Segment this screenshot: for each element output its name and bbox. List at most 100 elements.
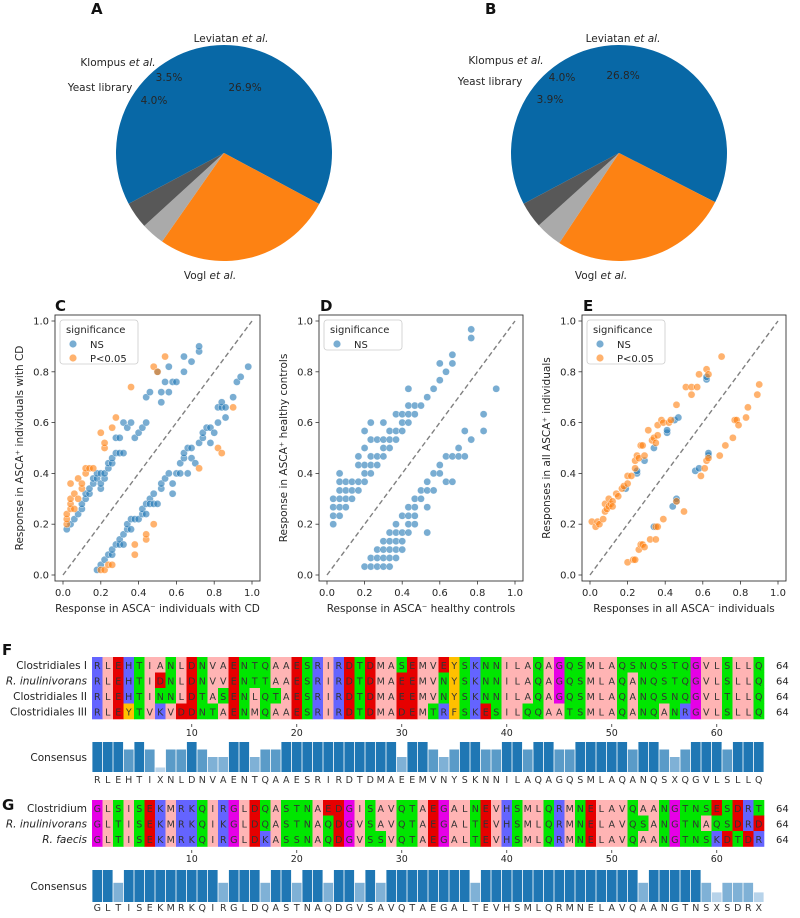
conservation-bar [123,749,134,772]
residue-cell [333,815,345,832]
residue-letter: E [483,820,489,831]
residue-letter: N [304,820,311,831]
residue-cell [554,800,565,816]
residue-cell [564,688,576,704]
consensus-residue: S [136,903,142,914]
residue-cell [249,672,261,689]
data-point-significant [142,530,150,539]
residue-cell [333,672,345,689]
residue-letter: T [261,677,268,688]
pie-slice [162,153,320,261]
residue-letter: Q [619,708,626,719]
residue-cell [375,657,387,673]
data-point-significant [149,362,158,371]
y-axis-label: Response in ASCA⁺ individuals with CD [14,346,26,551]
conservation-bar [344,870,355,902]
residue-cell [375,688,387,704]
plot-frame [581,314,787,582]
residue-cell [701,672,712,689]
residue-cell [533,703,544,720]
residue-cell [270,688,282,704]
residue-cell [239,672,250,689]
residue-letter: T [681,820,688,831]
consensus-residue: S [283,903,289,914]
y-axis-label: Responses in all ASCA⁺ individuals [541,357,553,538]
residue-cell [617,831,628,847]
residue-cell [312,688,324,704]
residue-letter: A [651,820,658,831]
residue-letter: I [148,692,151,703]
consensus-label: Consensus [30,752,87,764]
conservation-bar [701,882,712,902]
residue-letter: S [577,708,583,719]
x-tick-label: 0.4 [394,588,410,599]
residue-letter: T [681,835,688,846]
residue-letter: T [471,835,478,846]
data-point-ns [410,410,419,419]
residue-letter: M [566,820,574,831]
residue-cell [417,657,429,673]
residue-letter: A [630,708,637,719]
residue-letter: V [493,820,500,831]
scatter-chart-d: 0.0 0.2 0.4 0.6 0.8 1.0 0.0 0.2 0.4 0.6 0.8 1.0 Resp… [278,314,524,615]
x-tick-label: 0.4 [131,588,147,599]
residue-cell [722,800,733,816]
residue-letter: N [661,835,668,846]
residue-cell [291,672,303,689]
slice-label: Vogl et al. [575,270,627,282]
residue-cell [375,800,387,816]
consensus-residue: E [483,903,489,914]
residue-cell [365,657,376,673]
residue-letter: V [220,677,227,688]
residue-cell [428,800,439,816]
residue-cell [554,672,565,689]
residue-cell [365,815,376,832]
residue-letter: Q [629,820,636,831]
residue-letter: A [388,677,395,688]
residue-letter: V [430,692,437,703]
data-point-significant [697,472,705,480]
conservation-bar [312,742,323,772]
residue-cell [617,800,628,816]
data-point-ns [221,403,230,412]
residue-cell [207,800,219,816]
residue-cell [743,657,754,673]
conservation-bar [92,742,103,772]
conservation-bar [249,757,260,772]
residue-letter: Y [450,677,457,688]
pie-slice [116,44,333,204]
consensus-residue: N [482,775,489,786]
conservation-bar [354,742,365,772]
conservation-bar [291,742,302,772]
residue-cell [606,703,618,720]
residue-cell [659,688,670,704]
consensus-residue: A [609,775,616,786]
residue-cell [732,831,744,847]
residue-letter: Q [325,835,332,846]
consensus-residue: V [430,775,437,786]
residue-letter: R [220,835,227,846]
residue-letter: Q [619,677,626,688]
residue-letter: H [125,661,132,672]
residue-letter: R [335,661,342,672]
consensus-residue: N [241,775,248,786]
residue-cell [449,703,460,720]
conservation-bar [344,742,355,772]
residue-letter: A [273,708,280,719]
residue-cell [659,831,670,847]
consensus-residue: R [178,903,185,914]
residue-letter: Q [199,820,206,831]
residue-cell [491,657,502,673]
residue-cell [186,672,198,689]
residue-cell [722,703,733,720]
residue-cell [260,657,271,673]
residue-letter: L [735,677,741,688]
residue-letter: A [210,692,217,703]
residue-cell [386,703,397,720]
y-tick-label: 0.8 [297,367,313,378]
residue-letter: A [556,708,563,719]
residue-cell [333,657,345,673]
consensus-residue: V [388,903,395,914]
residue-letter: E [430,804,436,815]
residue-letter: S [724,804,730,815]
